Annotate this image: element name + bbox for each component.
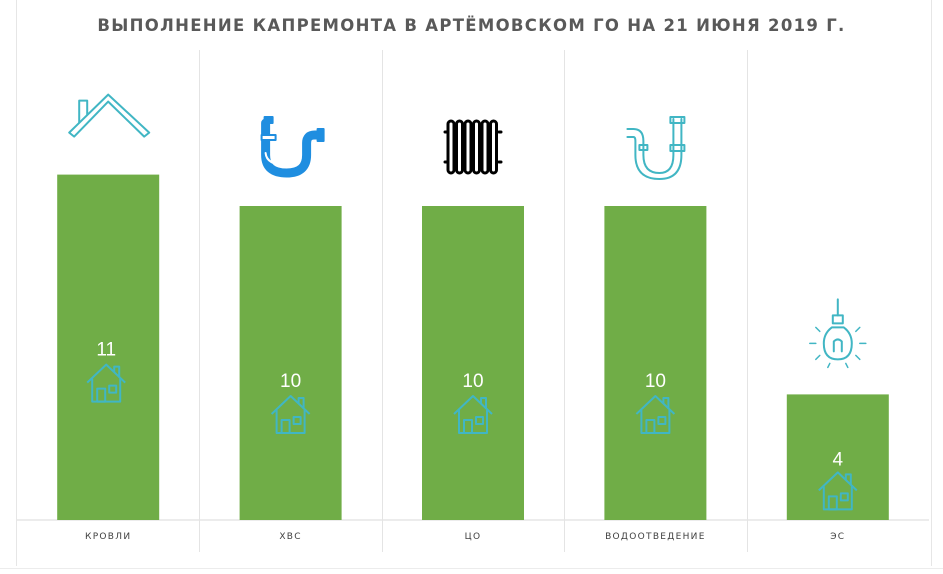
roof-icon [68,93,151,138]
bar-2 [239,206,342,520]
x-tick-label: КРОВЛИ [85,532,131,542]
data-label: 10 [280,371,301,392]
house-icon [453,395,493,434]
x-tick-label: ХВС [279,532,302,542]
bar-3 [422,206,524,520]
x-tick-label: ВОДООТВЕДЕНИЕ [605,532,706,542]
data-label: 4 [833,449,844,470]
house-icon [86,363,126,403]
chart-title: ВЫПОЛНЕНИЕ КАПРЕМОНТА В АРТЁМОВСКОМ ГО Н… [97,16,846,35]
data-label: 11 [96,340,116,361]
bar-4 [604,206,707,520]
data-label: 10 [645,371,666,392]
house-icon [270,395,311,434]
chart-frame [16,0,932,566]
sheet-gridline [0,568,943,574]
data-label: 10 [462,371,483,392]
drain-pipe-icon [626,116,686,180]
bar-1 [57,174,160,520]
pipe-icon [260,116,325,178]
house-icon [635,395,676,434]
light-bulb-icon [809,298,867,369]
x-tick-label: ЦО [465,532,482,542]
house-icon [818,471,858,511]
x-tick-label: ЭС [830,532,845,542]
radiator-icon [443,119,503,175]
